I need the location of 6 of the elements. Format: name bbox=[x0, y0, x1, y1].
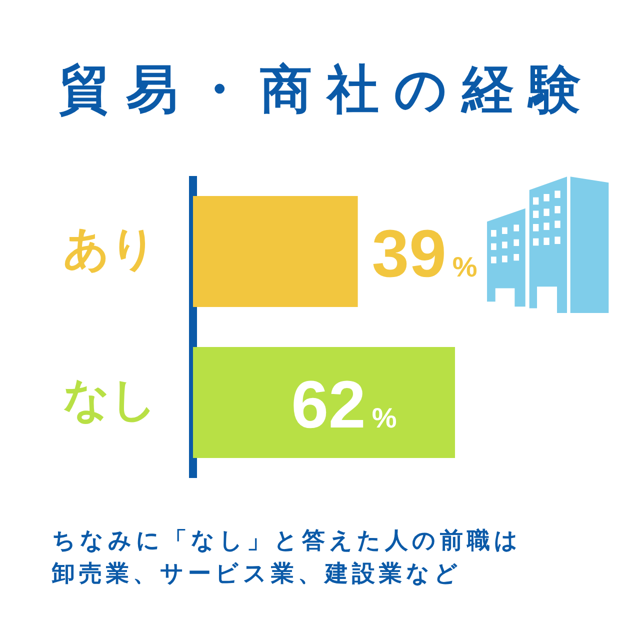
y-tick-label: あり bbox=[63, 222, 157, 274]
data-label: 39% bbox=[372, 216, 478, 292]
chart-title: 貿易・商社の経験 bbox=[59, 61, 596, 119]
text: ちなみに「なし」と答えた人の前職は卸売業、サービス業、建設業など bbox=[52, 526, 523, 588]
y-tick-label: なし bbox=[63, 373, 157, 426]
data-label: 62% bbox=[291, 368, 397, 442]
